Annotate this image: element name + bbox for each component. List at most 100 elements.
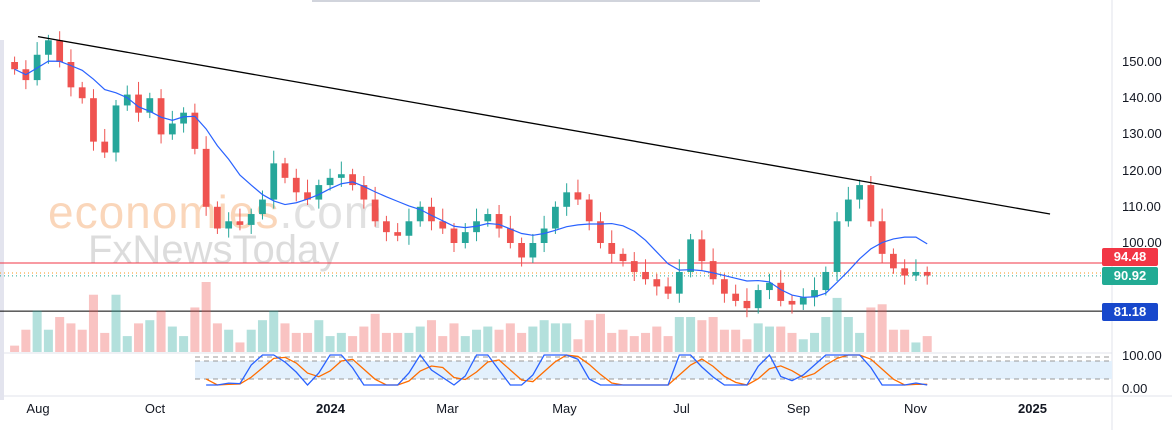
candle-body [788,300,796,305]
candle-body [394,232,402,236]
volume-bar [190,307,200,352]
volume-bar [21,329,31,352]
volume-bar [134,323,144,352]
candle-body [439,221,447,229]
candle-body [270,163,278,200]
volume-bar [291,332,301,352]
candle-body [135,94,142,113]
candle-body [923,271,931,276]
candle-body [518,243,525,258]
candle-body [90,98,97,142]
volume-bar [88,294,98,352]
volume-bar [888,329,898,352]
y-tick-label: 120.00 [1122,162,1162,178]
candle-body [912,271,920,276]
candle-body [67,62,75,88]
volume-bar [370,313,380,352]
volume-bar [810,332,820,352]
volume-bar [235,342,245,352]
candle-body [405,221,413,236]
volume-bar [179,336,189,352]
volume-bar [517,332,527,352]
last-price-label: 90.92 [1102,267,1158,285]
volume-bar [911,342,921,352]
candle-body [552,206,559,229]
candle-body [563,192,571,207]
candle-body [202,148,210,207]
volume-bar [550,323,560,352]
volume-bar [269,310,279,352]
volume-bar [652,326,662,352]
candle-body [799,297,807,305]
volume-bar [629,336,639,352]
support-price-label: 81.18 [1102,303,1158,321]
resistance-price-label: 94.48 [1102,248,1158,266]
candle-body [450,228,458,243]
x-tick-label: Nov [903,401,928,416]
candle-body [191,112,199,149]
volume-bar [348,336,358,352]
stoch-k-line [206,353,928,386]
x-tick-label: Sep [786,401,811,416]
candle-body [292,177,300,193]
candle-body [236,221,244,225]
candle-body [867,185,875,222]
x-tick-label: Mar [436,401,459,416]
volume-bar [257,320,267,352]
volume-bar [764,326,774,352]
volume-bar [584,320,594,352]
candle-body [743,300,751,309]
candle-body [754,290,762,309]
candle-body [315,185,323,200]
candle-body [878,221,886,254]
candle-body [608,243,616,254]
volume-bar [528,326,538,352]
candle-body [698,239,706,262]
x-tick-label: 2025 [1018,401,1047,416]
candle-body [78,87,86,99]
candle-body [247,214,255,225]
volume-bar [212,323,222,352]
volume-bar [404,332,414,352]
volume-bar [742,339,752,352]
volume-bar [246,329,256,352]
volume-bar [201,282,211,352]
x-tick-label: Jul [673,401,690,416]
candle-body [833,221,841,272]
watermark-fxnewstoday: FxNewsToday [88,228,340,272]
candle-body [45,40,52,55]
x-tick-label: 2024 [316,401,345,416]
candle-body [56,40,64,62]
candle-body [180,112,187,124]
volume-bar [336,332,346,352]
volume-bar [562,323,572,352]
candle-body [811,290,818,298]
volume-bar [855,332,865,352]
candle-body [326,177,334,186]
volume-bar [449,323,459,352]
candle-body [597,221,604,243]
volume-bar [821,317,831,352]
candle-body [214,206,221,229]
left-edge [0,40,4,400]
volume-bar [866,307,876,352]
stoch-tick-100: 100.00 [1122,348,1162,363]
candle-body [416,206,424,222]
volume-bar [922,336,932,352]
y-tick-label: 140.00 [1122,90,1162,106]
volume-bar [224,329,234,352]
candle-body [732,293,740,301]
y-tick-label: 130.00 [1122,126,1162,142]
volume-bar [708,317,718,352]
volume-bar [539,320,549,352]
candle-body [371,199,379,222]
candle-body [123,94,131,106]
volume-bar [776,326,786,352]
volume-bar [32,310,42,352]
volume-bar [900,329,910,352]
volume-bar [719,329,729,352]
volume-bar [280,323,290,352]
volume-bar [472,329,482,352]
